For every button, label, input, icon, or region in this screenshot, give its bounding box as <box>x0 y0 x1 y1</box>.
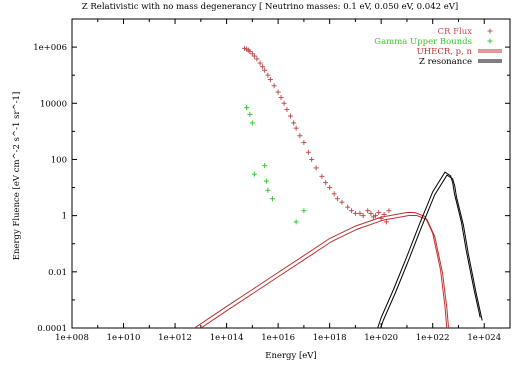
x-tick-label: 1e+010 <box>107 333 141 343</box>
x-tick-label: 1e+018 <box>313 333 347 343</box>
data-point <box>260 64 266 70</box>
x-tick-label: 1e+008 <box>55 333 89 343</box>
data-point <box>383 219 389 225</box>
y-axis-ticks: 0.0001 0.01 1 100 10000 1e+006 <box>33 18 510 334</box>
data-point <box>284 107 290 113</box>
data-point <box>386 208 392 214</box>
data-point <box>244 105 250 111</box>
data-point <box>319 173 325 179</box>
data-point <box>263 178 269 184</box>
data-point <box>251 171 257 177</box>
data-point <box>345 204 351 210</box>
y-tick-label: 1 <box>62 212 67 222</box>
y-tick-label: 100 <box>51 155 67 165</box>
data-point <box>271 83 277 89</box>
series-2 <box>193 212 450 328</box>
series-line-twin <box>380 174 483 328</box>
data-point <box>348 208 354 214</box>
data-point <box>265 72 271 78</box>
y-tick-label: 0.01 <box>48 268 67 278</box>
x-axis-label: Energy [eV] <box>265 351 317 361</box>
data-point <box>309 156 315 162</box>
plot-area <box>193 45 483 328</box>
data-point <box>291 120 297 126</box>
data-point <box>334 196 340 202</box>
legend-swatch <box>487 28 493 34</box>
data-point <box>257 60 263 66</box>
data-point <box>247 111 253 117</box>
data-point <box>281 100 287 106</box>
data-point <box>305 149 311 155</box>
data-point <box>293 125 299 131</box>
data-point <box>368 210 374 216</box>
data-point <box>269 196 275 202</box>
x-tick-label: 1e+012 <box>158 333 192 343</box>
x-tick-label: 1e+024 <box>467 333 501 343</box>
data-point <box>301 140 307 146</box>
data-point <box>262 67 268 73</box>
data-point <box>287 113 293 119</box>
data-point <box>327 185 333 191</box>
x-tick-label: 1e+016 <box>261 333 295 343</box>
data-point <box>313 165 319 171</box>
series-line <box>377 171 481 328</box>
data-point <box>339 199 345 205</box>
chart-title: Z Relativistic with no mass degenerancy … <box>82 2 458 12</box>
data-point <box>323 180 329 186</box>
plot-frame <box>71 18 511 329</box>
legend-label: UHECR, p, n <box>417 47 473 57</box>
data-point <box>293 219 299 225</box>
y-axis-label: Energy Fluence [eV cm^-2 s^-1 sr^-1] <box>12 92 22 261</box>
data-point <box>352 210 358 216</box>
x-tick-label: 1e+022 <box>416 333 450 343</box>
data-point <box>278 95 284 101</box>
data-point <box>360 213 366 219</box>
legend-label: CR Flux <box>438 27 473 37</box>
x-axis-ticks: 1e+008 1e+010 1e+012 1e+014 1e+016 1e+018 1e+0… <box>55 19 511 343</box>
legend-label: Gamma Upper Bounds <box>374 37 472 47</box>
data-point <box>262 163 268 169</box>
data-point <box>376 209 382 215</box>
data-point <box>297 133 303 139</box>
data-point <box>275 89 281 95</box>
data-point <box>251 53 257 59</box>
legend-label: Z resonance <box>419 57 472 67</box>
data-point <box>357 210 363 216</box>
data-point <box>267 77 273 83</box>
data-point <box>331 191 337 197</box>
data-point <box>365 208 371 214</box>
data-point <box>249 120 255 126</box>
series-line <box>193 212 448 328</box>
y-tick-label: 10000 <box>40 99 67 109</box>
data-point <box>372 213 378 219</box>
data-point <box>247 48 253 54</box>
series-line-twin <box>200 215 450 328</box>
legend-swatch <box>487 38 493 44</box>
data-point <box>265 187 271 193</box>
y-tick-label: 0.0001 <box>37 324 67 334</box>
x-tick-label: 1e+020 <box>364 333 398 343</box>
data-point <box>254 56 260 62</box>
series-3 <box>377 171 483 328</box>
series-0 <box>242 45 392 225</box>
x-tick-label: 1e+014 <box>210 333 244 343</box>
data-point <box>301 208 307 214</box>
series-1 <box>244 105 307 225</box>
y-tick-label: 1e+006 <box>33 43 67 53</box>
